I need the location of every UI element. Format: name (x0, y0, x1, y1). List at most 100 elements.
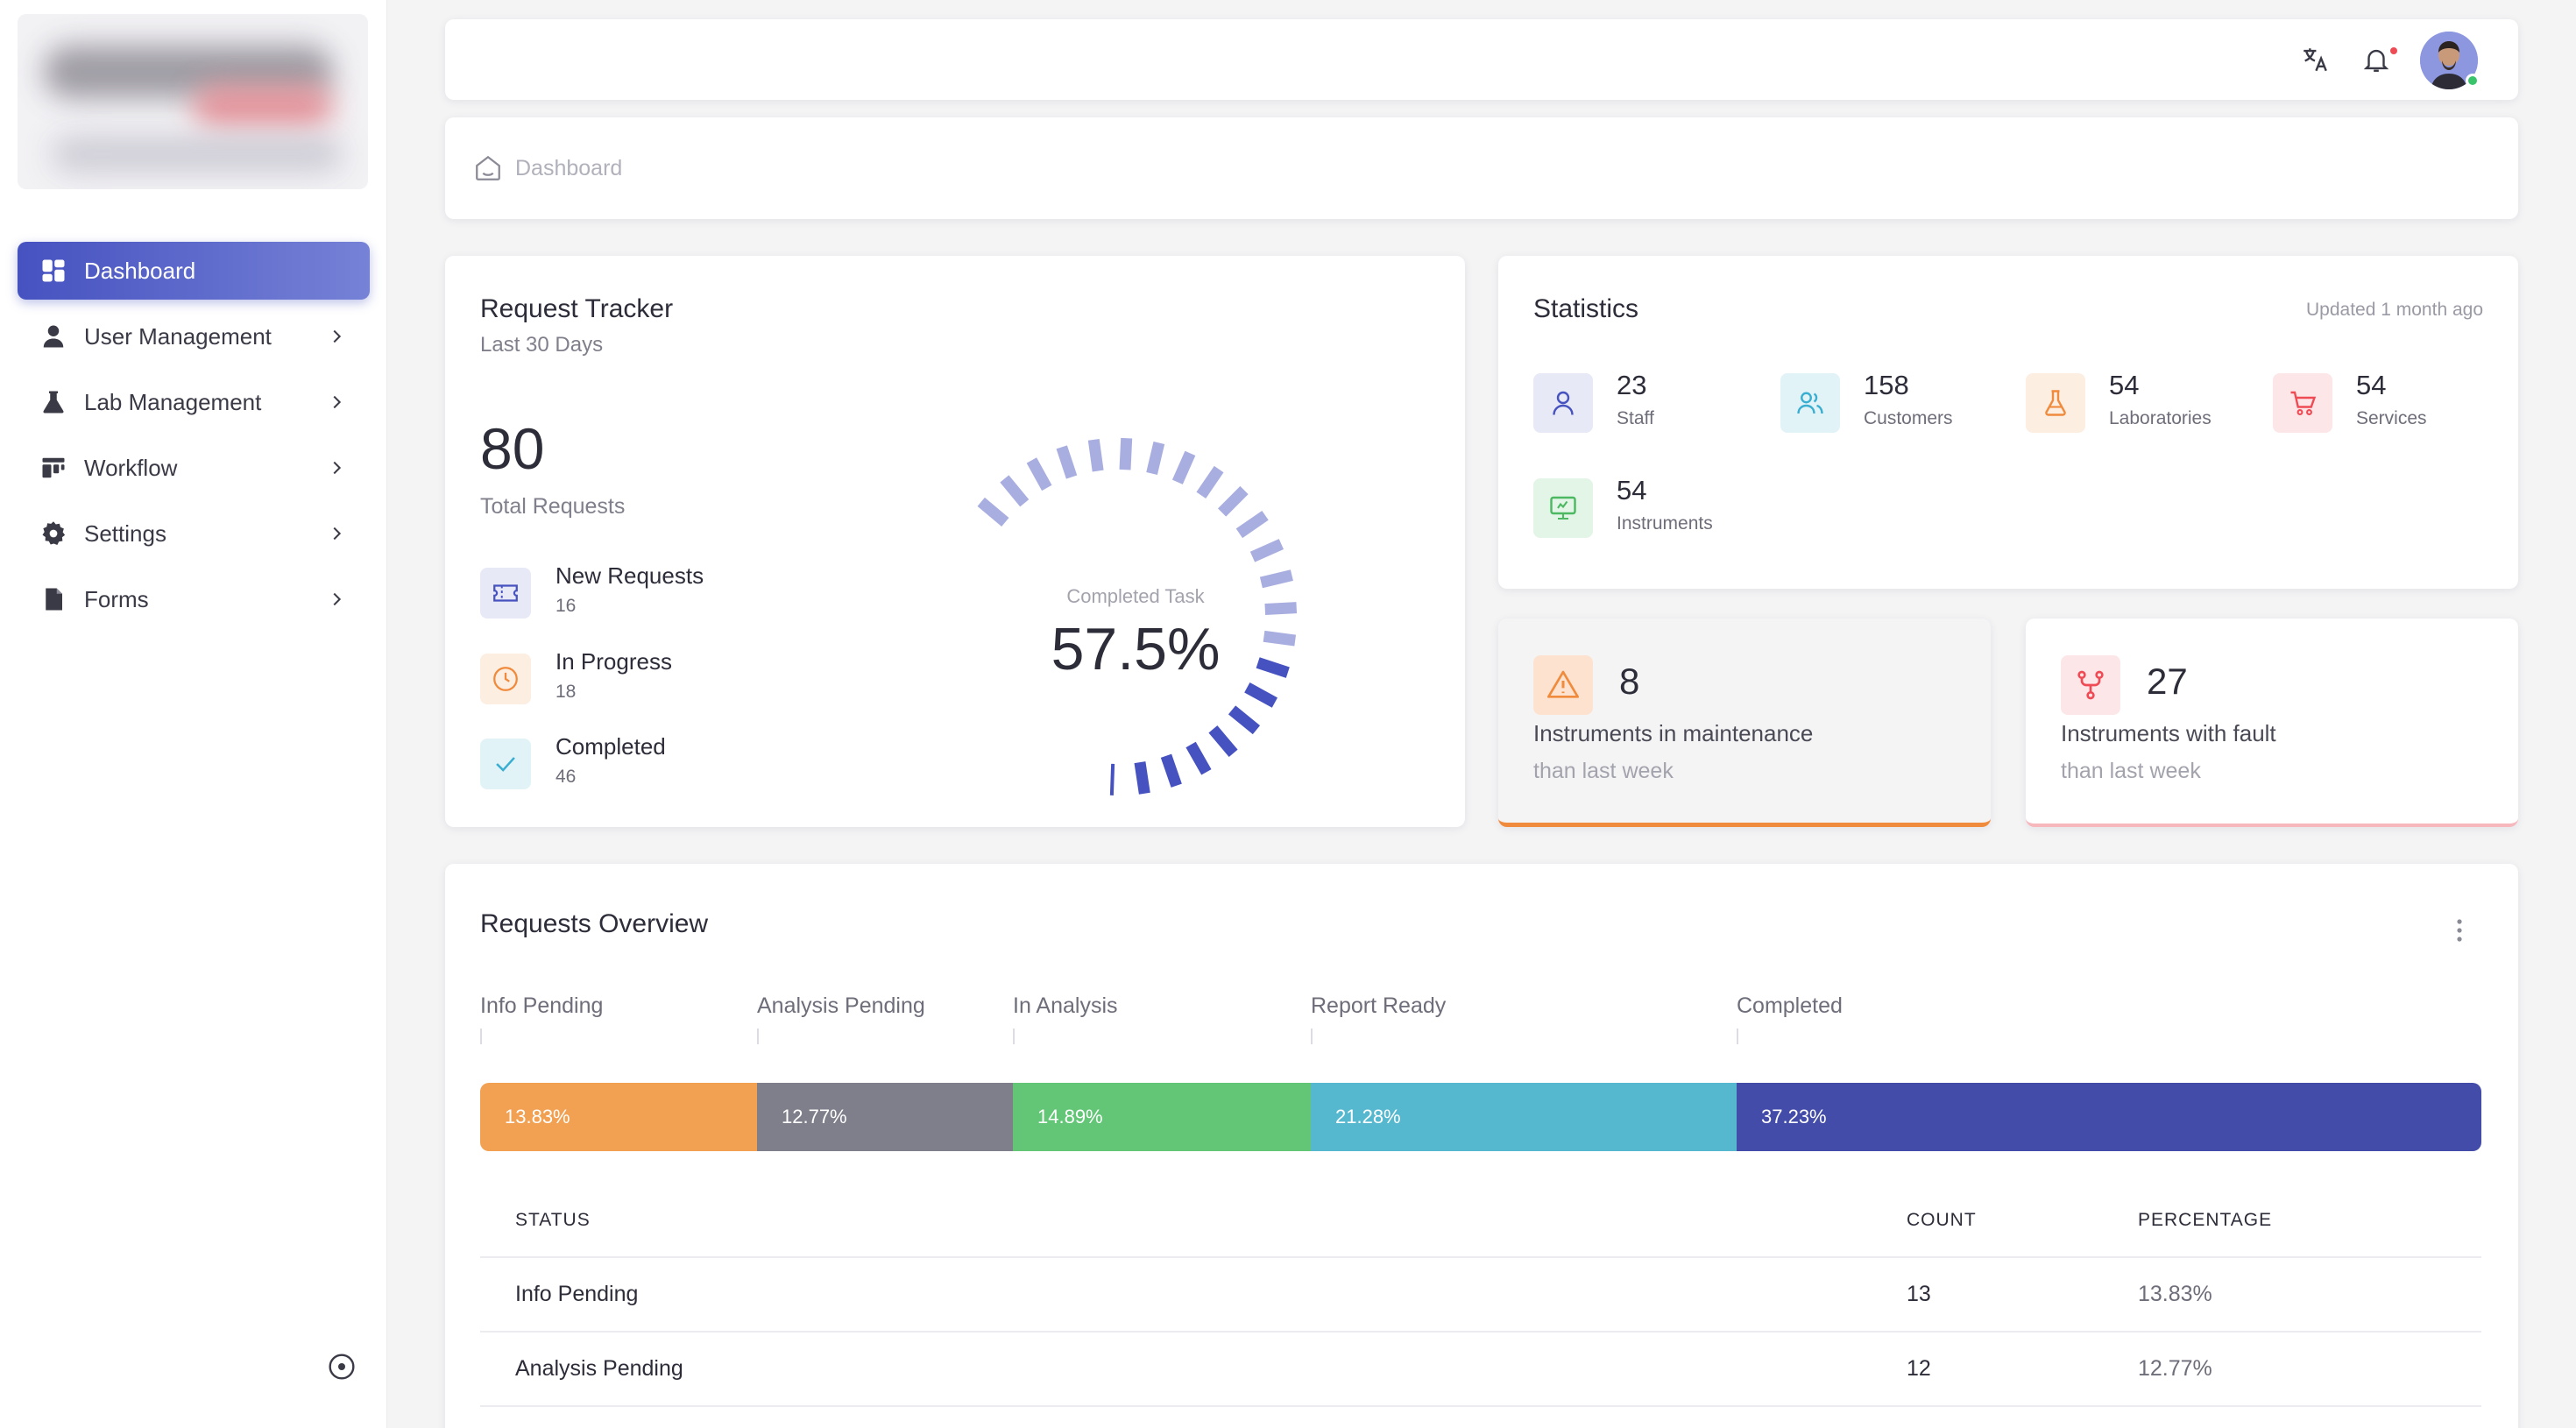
chevron-right-icon (324, 324, 349, 349)
instruments-maintenance-card[interactable]: 8 Instruments in maintenance than last w… (1498, 619, 1991, 827)
stat-customers: 158 Customers (1780, 370, 2008, 443)
stat-label: Services (2356, 408, 2427, 428)
gauge-tick (1056, 445, 1078, 479)
total-requests-label: Total Requests (480, 494, 626, 519)
chevron-right-icon (324, 587, 349, 611)
home-icon[interactable] (473, 153, 503, 183)
maintenance-label: Instruments in maintenance (1533, 720, 1814, 746)
gauge-tick (1228, 705, 1261, 735)
cart-icon (2273, 373, 2332, 433)
online-status-dot (2466, 74, 2480, 88)
gauge-tick (1218, 485, 1249, 517)
fault-label: Instruments with fault (2061, 720, 2276, 746)
stat-staff: 23 Staff (1533, 370, 1761, 443)
stat-label: Staff (1617, 408, 1654, 428)
sidebar: Dashboard User Management Lab Management… (0, 0, 387, 1428)
bell-icon[interactable] (2359, 42, 2394, 77)
user-icon (39, 322, 68, 351)
gauge-tick (1146, 441, 1165, 475)
column-header-percentage[interactable]: PERCENTAGE (2138, 1210, 2273, 1230)
gauge-tick (1196, 465, 1224, 498)
stat-laboratories: 54 Laboratories (2026, 370, 2254, 443)
stat-label: Laboratories (2109, 408, 2212, 428)
tracker-item-in-progress: In Progress 18 (480, 648, 831, 710)
column-header-count[interactable]: COUNT (1907, 1210, 1977, 1230)
status-segment-tick (757, 1029, 759, 1044)
cell-status: Info Pending (515, 1282, 639, 1306)
status-segment[interactable]: 21.28% (1311, 1083, 1737, 1151)
table-row[interactable]: Analysis Pending 12 12.77% (480, 1333, 2481, 1407)
gauge-tick (1109, 763, 1115, 795)
sidebar-item-label: Settings (84, 520, 166, 547)
gauge-tick (1256, 657, 1290, 678)
sidebar-item-workflow[interactable]: Workflow (18, 439, 370, 497)
gauge-label: Completed Task (1066, 585, 1205, 607)
gauge-tick (1134, 761, 1150, 795)
status-segment-tick (1737, 1029, 1738, 1044)
maintenance-sub: than last week (1533, 759, 1674, 783)
warning-icon (1533, 655, 1593, 715)
statistics-card: Statistics Updated 1 month ago 23 Staff … (1498, 256, 2518, 589)
gauge-tick (1160, 753, 1182, 788)
avatar[interactable] (2420, 32, 2478, 89)
status-segment[interactable]: 13.83% (480, 1083, 757, 1151)
stat-value: 23 (1617, 370, 1647, 400)
gauge-tick (1235, 510, 1269, 539)
card-title: Statistics (1533, 294, 1639, 323)
more-options-icon[interactable] (2455, 915, 2464, 946)
cell-percentage: 12.77% (2138, 1356, 2212, 1381)
status-table: STATUS COUNT PERCENTAGE Info Pending 13 … (480, 1184, 2481, 1407)
cell-count: 12 (1907, 1356, 1931, 1381)
status-segment[interactable]: 14.89% (1013, 1083, 1311, 1151)
clock-icon (480, 654, 531, 704)
flask-icon (39, 387, 68, 417)
updated-timestamp: Updated 1 month ago (2306, 300, 2483, 320)
breadcrumb-current: Dashboard (515, 155, 623, 180)
status-segment-label: In Analysis (1013, 993, 1118, 1018)
gauge-tick (1259, 569, 1293, 589)
breadcrumb: Dashboard (445, 117, 2518, 219)
status-segment[interactable]: 12.77% (757, 1083, 1013, 1151)
sidebar-item-lab-management[interactable]: Lab Management (18, 373, 370, 431)
tracker-item-new-requests: New Requests 16 (480, 562, 831, 624)
document-icon (39, 584, 68, 614)
gauge-tick (1264, 602, 1298, 615)
top-bar (445, 19, 2518, 100)
stat-value: 54 (1617, 475, 1647, 505)
sidebar-item-label: Forms (84, 585, 149, 612)
stat-value: 54 (2109, 370, 2140, 400)
gauge-tick (1087, 439, 1104, 472)
tracker-item-label: In Progress (556, 648, 672, 675)
card-subtitle: Last 30 Days (480, 333, 604, 357)
cell-percentage: 13.83% (2138, 1282, 2212, 1306)
app-logo[interactable] (18, 14, 368, 189)
translate-icon[interactable] (2297, 42, 2332, 77)
status-segment-tick (480, 1029, 482, 1044)
fault-value: 27 (2147, 661, 2188, 702)
status-segment[interactable]: 37.23% (1737, 1083, 2481, 1151)
table-row[interactable]: Info Pending 13 13.83% (480, 1258, 2481, 1333)
stat-label: Instruments (1617, 513, 1713, 534)
sidebar-item-settings[interactable]: Settings (18, 505, 370, 562)
sidebar-item-dashboard[interactable]: Dashboard (18, 242, 370, 300)
tracker-item-value: 18 (556, 682, 577, 702)
status-segment-label: Report Ready (1311, 993, 1447, 1018)
gauge-tick (1244, 682, 1278, 708)
sidebar-item-forms[interactable]: Forms (18, 570, 370, 628)
chevron-right-icon (324, 521, 349, 546)
status-segment-tick (1311, 1029, 1313, 1044)
card-title: Request Tracker (480, 294, 674, 323)
tracker-item-completed: Completed 46 (480, 733, 831, 795)
tracker-item-value: 46 (556, 767, 577, 787)
gauge-tick (1171, 450, 1196, 484)
table-header: STATUS COUNT PERCENTAGE (480, 1184, 2481, 1258)
fault-sub: than last week (2061, 759, 2201, 783)
instruments-fault-card[interactable]: 27 Instruments with fault than last week (2026, 619, 2518, 827)
column-header-status[interactable]: STATUS (515, 1210, 591, 1230)
status-segment-label: Info Pending (480, 993, 604, 1018)
gauge-tick (1249, 539, 1284, 562)
collapse-sidebar-icon[interactable] (328, 1353, 356, 1381)
sidebar-item-label: Lab Management (84, 388, 262, 415)
sidebar-item-user-management[interactable]: User Management (18, 308, 370, 365)
gauge-tick (1026, 457, 1052, 491)
